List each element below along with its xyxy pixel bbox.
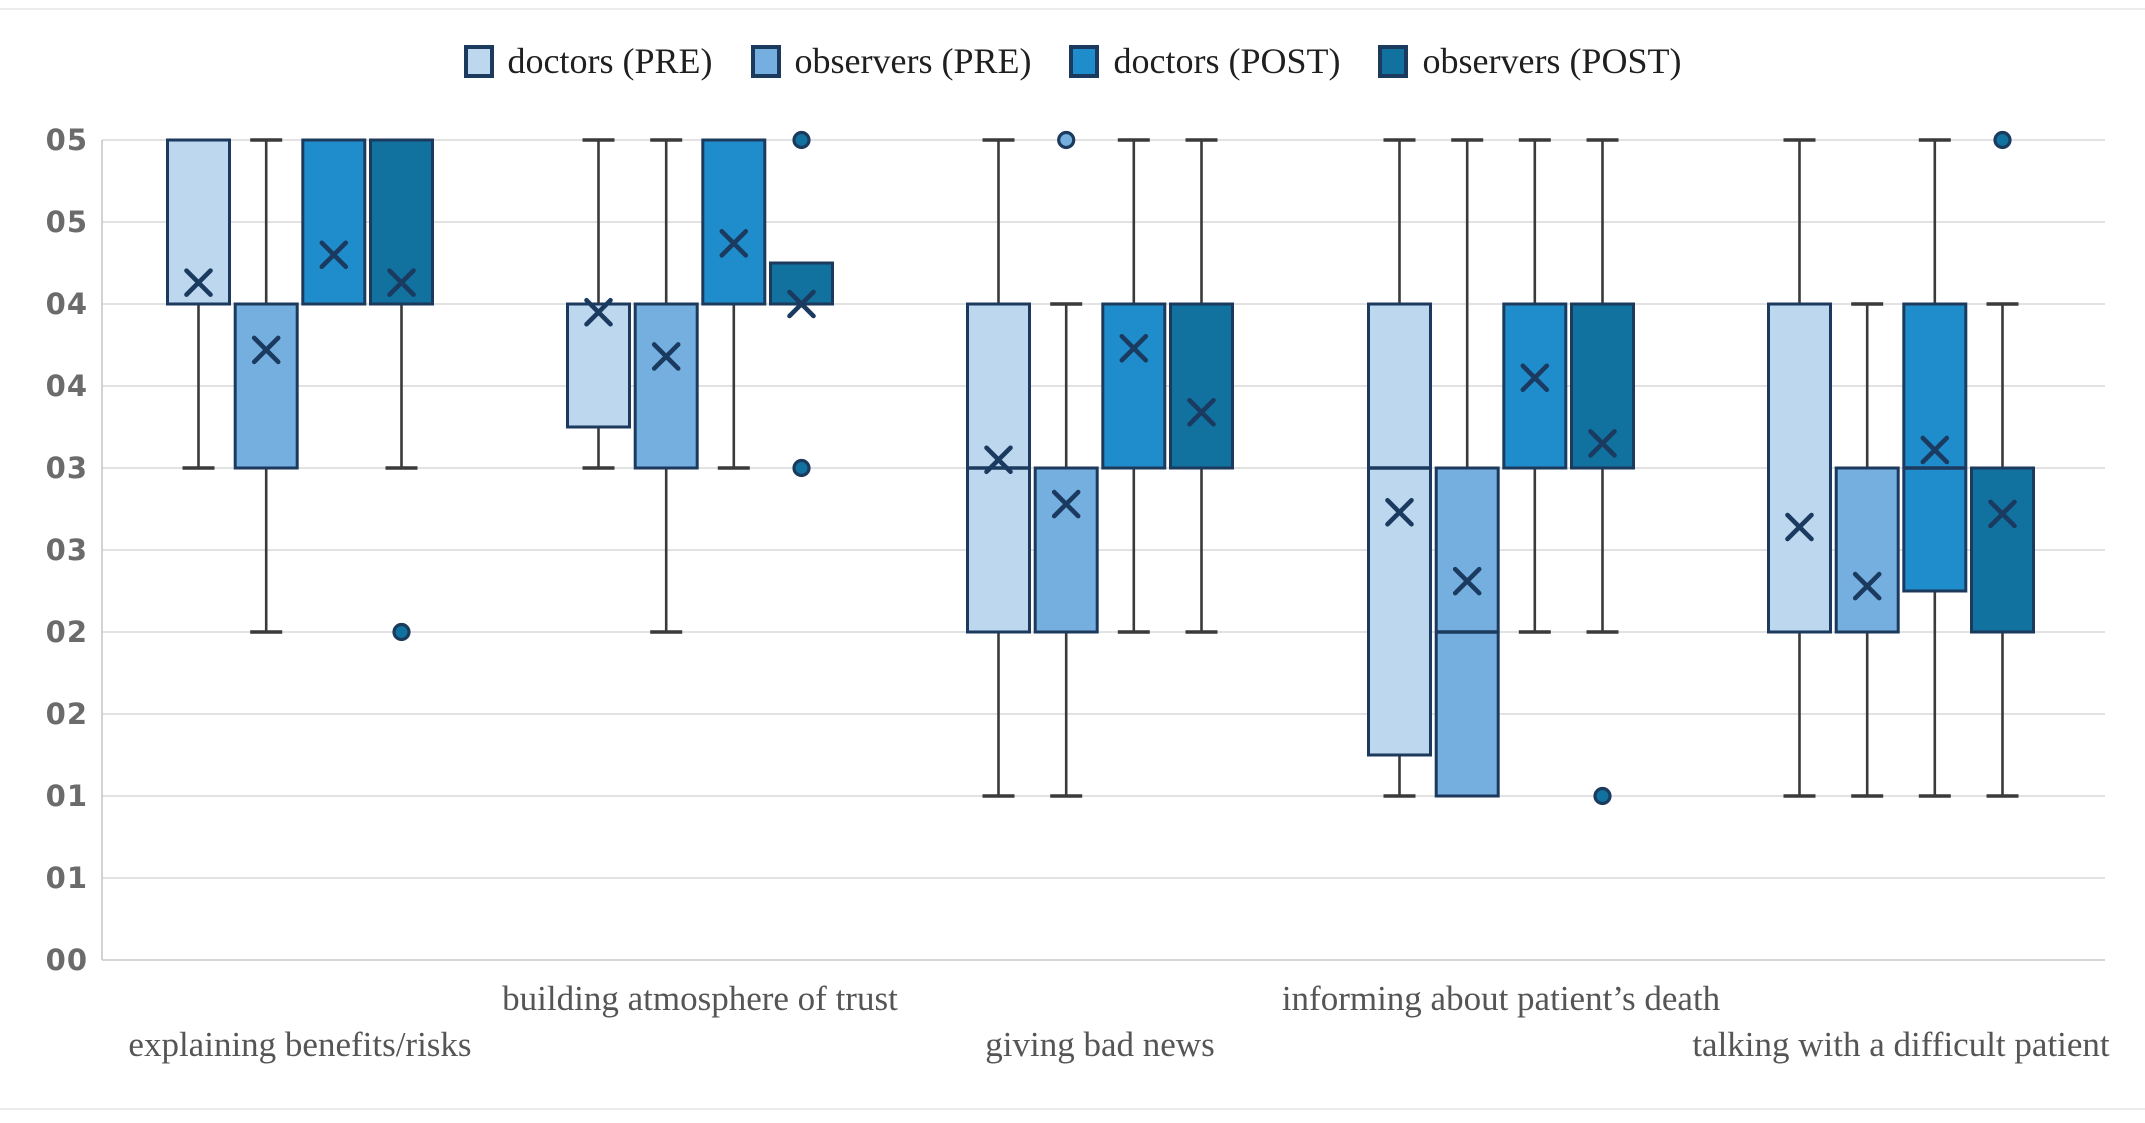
y-axis-tick-label: 02 (46, 697, 88, 731)
mean-x-marker (584, 297, 613, 327)
mean-x-marker (984, 445, 1013, 475)
box-doctors-post- (301, 138, 367, 306)
box-doctors-post- (701, 138, 767, 306)
category-label: giving bad news (985, 1025, 1214, 1064)
box-observers-pre- (633, 302, 699, 470)
category-label: informing about patient’s death (1282, 979, 1721, 1018)
mean-x-marker (1051, 489, 1081, 519)
y-axis-tick-label: 04 (46, 287, 88, 321)
box-doctors-pre- (1767, 302, 1832, 634)
mean-x-marker (1920, 435, 1950, 465)
y-axis-tick-label: 03 (46, 533, 88, 567)
mean-x-marker (251, 335, 281, 365)
box-doctors-pre- (566, 302, 631, 429)
y-axis-tick-label: 04 (46, 369, 88, 403)
mean-x-marker (1520, 363, 1550, 393)
y-axis-tick-label: 01 (46, 779, 88, 813)
mean-x-marker (1452, 566, 1482, 596)
doctors-pre-swatch-icon (463, 44, 494, 78)
mean-x-marker (1785, 512, 1814, 542)
legend-item-observers-post: observers (POST) (1378, 40, 1681, 82)
mean-x-marker (1988, 499, 2017, 529)
bottom-divider (0, 1108, 2145, 1110)
outlier-dot (792, 130, 811, 150)
box-doctors-pre- (1367, 302, 1432, 757)
observers-post-swatch-icon (1378, 44, 1409, 78)
box-doctors-post- (1502, 302, 1568, 470)
box-observers-post- (769, 261, 834, 306)
outlier-dot (1993, 130, 2012, 150)
legend-label: doctors (POST) (1113, 41, 1341, 81)
y-axis-tick-label: 01 (46, 861, 88, 895)
mean-x-marker (1852, 571, 1882, 601)
legend-item-observers-pre: observers (PRE) (750, 40, 1032, 82)
legend-label: doctors (PRE) (507, 41, 713, 81)
mean-x-marker (787, 289, 816, 319)
top-divider (0, 8, 2145, 10)
mean-x-marker (651, 342, 681, 371)
outlier-dot (1057, 130, 1076, 150)
y-axis-tick-label: 05 (46, 123, 88, 157)
legend-label: observers (POST) (1422, 41, 1682, 81)
mean-x-marker (184, 268, 213, 297)
legend-label: observers (PRE) (794, 41, 1032, 81)
y-axis-tick-label: 00 (46, 943, 88, 977)
category-label: explaining benefits/risks (128, 1025, 471, 1064)
y-axis-tick-label: 05 (46, 205, 88, 239)
category-label: talking with a difficult patient (1692, 1025, 2110, 1064)
doctors-post-swatch-icon (1069, 44, 1100, 78)
box-observers-post- (1169, 302, 1234, 470)
mean-x-marker (1588, 429, 1617, 458)
box-observers-pre- (233, 302, 299, 470)
outlier-dot (1593, 786, 1612, 806)
mean-x-marker (319, 240, 349, 270)
mean-x-marker (1187, 397, 1216, 427)
outlier-dot (392, 622, 411, 642)
legend-item-doctors-pre: doctors (PRE) (463, 40, 713, 82)
y-axis-tick-label: 02 (46, 615, 88, 649)
mean-x-marker (719, 229, 749, 258)
box-observers-pre- (1834, 466, 1900, 634)
category-label: building atmosphere of trust (502, 979, 898, 1018)
mean-x-marker (1119, 333, 1149, 363)
box-observers-pre- (1033, 466, 1099, 634)
outlier-dot (792, 458, 811, 478)
box-observers-post- (1970, 466, 2035, 634)
legend: doctors (PRE) observers (PRE) doctors (P… (0, 40, 2145, 82)
y-axis-tick-label: 03 (46, 451, 88, 485)
mean-x-marker (1385, 497, 1414, 527)
mean-x-marker (387, 268, 416, 297)
box-doctors-post- (1101, 302, 1167, 470)
observers-pre-swatch-icon (750, 44, 781, 78)
legend-item-doctors-post: doctors (POST) (1069, 40, 1340, 82)
box-observers-post- (369, 138, 434, 306)
box-doctors-pre- (166, 138, 231, 306)
